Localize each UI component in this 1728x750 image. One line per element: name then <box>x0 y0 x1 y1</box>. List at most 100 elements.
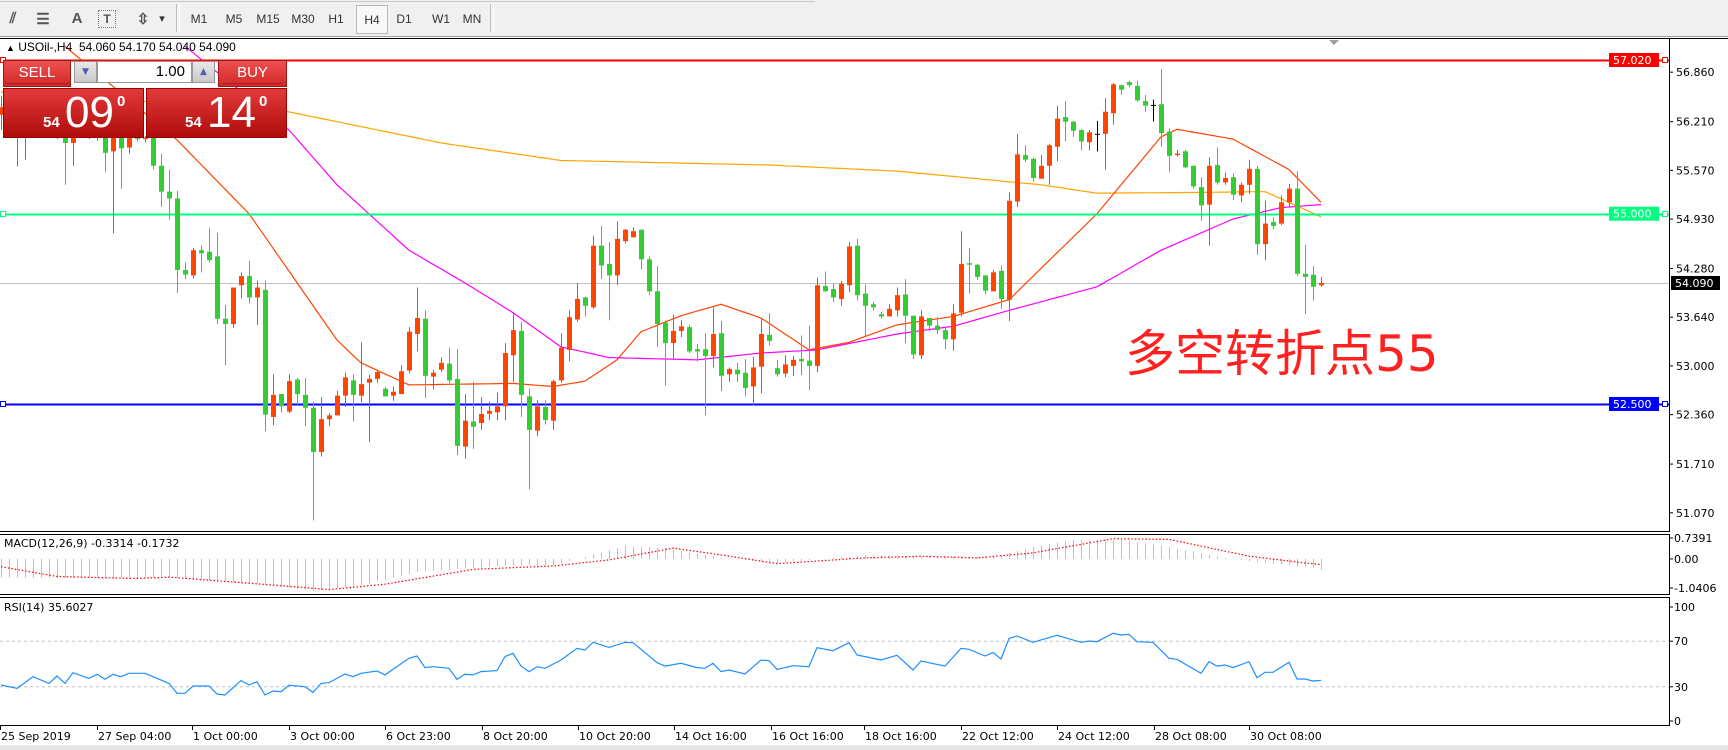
candle-body <box>1215 165 1220 183</box>
buy-button[interactable]: BUY <box>218 60 287 87</box>
candle-body <box>207 251 212 261</box>
candle-body <box>471 421 476 427</box>
collapse-triangle-icon[interactable]: ▲ <box>6 43 15 53</box>
candle-body <box>751 367 756 387</box>
timeframe-h4[interactable]: H4 <box>356 5 388 34</box>
candle-body <box>687 327 692 352</box>
candle <box>535 400 540 436</box>
sell-price-button[interactable]: 54 09 0 <box>3 88 144 138</box>
candle <box>1151 99 1156 122</box>
candle <box>1319 276 1324 287</box>
candle-body <box>463 420 468 447</box>
candle <box>247 260 252 304</box>
lines-e-icon[interactable]: ⫽ <box>9 10 17 27</box>
text-label-icon[interactable]: T <box>98 10 116 28</box>
candle-body <box>295 379 300 395</box>
price-axis-label: 53.000 <box>1676 360 1715 373</box>
price-axis-label: 55.570 <box>1676 164 1715 177</box>
candle-body <box>855 245 860 296</box>
candle-body <box>1223 177 1228 183</box>
hline-price-tag: 55.000 <box>1613 208 1652 221</box>
candle-body <box>343 377 348 396</box>
candle-body <box>1207 165 1212 205</box>
candle <box>439 357 444 373</box>
candle-body <box>199 250 204 254</box>
candle <box>327 413 332 427</box>
timeframe-h1[interactable]: H1 <box>328 11 344 26</box>
candle-body <box>511 330 516 356</box>
price-axis-label: 51.710 <box>1676 458 1715 471</box>
candle <box>303 378 308 427</box>
candle-body <box>831 289 836 298</box>
arrows-dropdown-chevron-icon[interactable]: ▾ <box>159 13 165 25</box>
candle-body <box>271 394 276 417</box>
buy-price-prefix: 54 <box>185 114 202 131</box>
candle-body <box>359 384 364 396</box>
candle <box>607 241 612 321</box>
candle <box>1207 157 1212 246</box>
candle-body <box>1111 84 1116 114</box>
candle-body <box>679 326 684 331</box>
timeframe-mn[interactable]: MN <box>462 11 482 26</box>
candle-body <box>447 363 452 381</box>
candle <box>1287 184 1292 207</box>
timeframe-m15[interactable]: M15 <box>256 11 280 26</box>
time-axis-label: 6 Oct 23:00 <box>386 730 451 743</box>
candle-body <box>1143 101 1148 106</box>
candle-body <box>983 275 988 291</box>
time-axis-label: 1 Oct 00:00 <box>193 730 258 743</box>
candle-body <box>1271 222 1276 226</box>
macd-pane-border <box>0 534 1670 595</box>
candle-body <box>583 297 588 306</box>
candle-body <box>895 295 900 311</box>
sell-button[interactable]: SELL <box>3 60 71 87</box>
candle-body <box>927 317 932 326</box>
candle-body <box>239 276 244 286</box>
candle-body <box>439 362 444 370</box>
timeframe-m30[interactable]: M30 <box>291 11 315 26</box>
sell-label: SELL <box>4 64 70 84</box>
candle-body <box>695 349 700 352</box>
candle <box>335 391 340 416</box>
candle-body <box>951 313 956 340</box>
chart-annotation-text[interactable]: 多空转折点55 <box>1125 325 1439 383</box>
candle-body <box>519 330 524 395</box>
timeframe-d1[interactable]: D1 <box>396 11 412 26</box>
candle-body <box>935 325 940 331</box>
time-axis-label: 3 Oct 00:00 <box>290 730 355 743</box>
time-axis-label: 10 Oct 20:00 <box>579 730 651 743</box>
candle-body <box>167 191 172 199</box>
lot-increase-button[interactable]: ▲ <box>192 61 215 83</box>
candle-body <box>1023 155 1028 160</box>
timeframe-m1[interactable]: M1 <box>190 11 208 26</box>
status-strip <box>0 745 1728 750</box>
arrows-icon[interactable]: ⇳ <box>136 10 150 28</box>
candle <box>799 335 804 376</box>
rsi-axis-label: 30 <box>1674 681 1688 694</box>
current-price-tag: 54.090 <box>1675 277 1714 290</box>
time-axis-label: 8 Oct 20:00 <box>483 730 548 743</box>
candle <box>1263 200 1268 261</box>
lot-decrease-button[interactable]: ▼ <box>74 61 97 83</box>
candle <box>735 362 740 382</box>
candle-body <box>1167 131 1172 156</box>
candle <box>143 136 148 143</box>
candle <box>791 356 796 376</box>
timeframe-w1[interactable]: W1 <box>432 11 450 26</box>
lot-size-input[interactable]: 1.00 <box>97 61 192 83</box>
candle <box>367 375 372 443</box>
candle-body <box>1239 184 1244 196</box>
candle <box>759 318 764 394</box>
candle-body <box>1159 104 1164 134</box>
main-pane-border <box>0 38 1670 532</box>
candle <box>567 310 572 362</box>
timeframe-m5[interactable]: M5 <box>225 11 243 26</box>
rsi-axis-label: 0 <box>1674 715 1681 728</box>
text-icon[interactable]: A <box>71 10 83 27</box>
buy-label: BUY <box>223 64 282 84</box>
fibo-f-icon[interactable]: ☰ <box>36 10 50 28</box>
buy-price-button[interactable]: 54 14 0 <box>146 88 287 138</box>
candle-body <box>615 238 620 276</box>
candle <box>1023 145 1028 162</box>
